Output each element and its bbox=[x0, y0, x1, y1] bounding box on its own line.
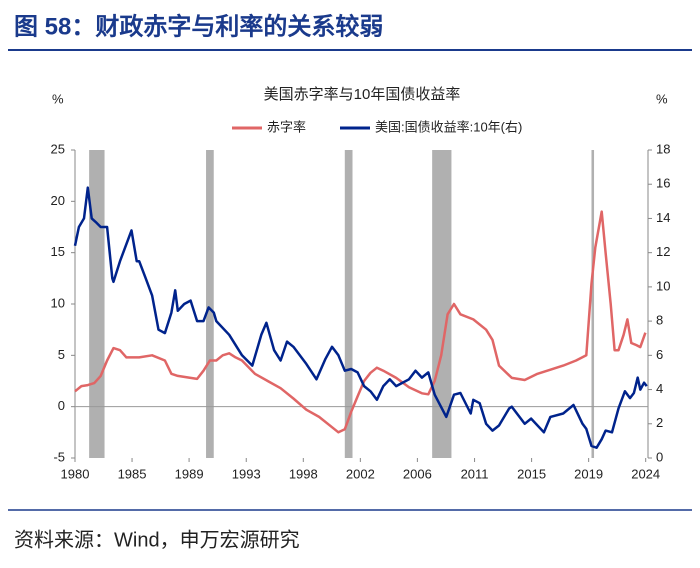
y2-tick-label: 12 bbox=[656, 244, 670, 259]
y2-tick-label: 2 bbox=[656, 415, 663, 430]
y2-tick-label: 0 bbox=[656, 449, 663, 464]
y2-unit: % bbox=[656, 91, 668, 106]
y-unit: % bbox=[52, 91, 64, 106]
y2-tick-label: 10 bbox=[656, 278, 670, 293]
y-tick-label: -5 bbox=[53, 449, 65, 464]
x-tick-label: 1998 bbox=[289, 466, 318, 481]
x-tick-label: 2011 bbox=[461, 466, 489, 481]
x-tick-label: 1989 bbox=[175, 466, 204, 481]
x-tick-label: 1985 bbox=[118, 466, 147, 481]
x-tick-label: 2024 bbox=[631, 466, 660, 481]
y-tick-label: 15 bbox=[51, 244, 65, 259]
y-tick-label: 5 bbox=[58, 347, 65, 362]
y2-tick-label: 18 bbox=[656, 141, 670, 156]
x-tick-label: 2002 bbox=[346, 466, 375, 481]
y-tick-label: 10 bbox=[51, 295, 65, 310]
legend-label: 美国:国债收益率:10年(右) bbox=[375, 119, 522, 134]
shaded-period bbox=[89, 150, 105, 458]
y2-tick-label: 14 bbox=[656, 210, 670, 225]
shaded-period bbox=[591, 150, 595, 458]
y2-tick-label: 4 bbox=[656, 381, 663, 396]
y-tick-label: 25 bbox=[51, 141, 65, 156]
x-tick-label: 1980 bbox=[61, 466, 90, 481]
shaded-period bbox=[206, 150, 214, 458]
legend-label: 赤字率 bbox=[267, 119, 306, 134]
shaded-period bbox=[432, 150, 452, 458]
y2-tick-label: 6 bbox=[656, 347, 663, 362]
chart-title: 美国赤字率与10年国债收益率 bbox=[264, 86, 461, 103]
y2-tick-label: 16 bbox=[656, 176, 670, 191]
x-tick-label: 1993 bbox=[232, 466, 261, 481]
y2-tick-label: 8 bbox=[656, 313, 663, 328]
y-tick-label: 0 bbox=[58, 398, 65, 413]
x-tick-label: 2019 bbox=[574, 466, 603, 481]
y-tick-label: 20 bbox=[51, 193, 65, 208]
page-title: 图 58：财政赤字与利率的关系较弱 bbox=[14, 12, 383, 40]
series-line bbox=[73, 186, 648, 449]
series-line bbox=[74, 210, 647, 434]
shaded-period bbox=[344, 150, 353, 458]
source: 资料来源：Wind，申万宏源研究 bbox=[14, 528, 300, 551]
x-tick-label: 2015 bbox=[517, 466, 546, 481]
x-tick-label: 2006 bbox=[403, 466, 432, 481]
